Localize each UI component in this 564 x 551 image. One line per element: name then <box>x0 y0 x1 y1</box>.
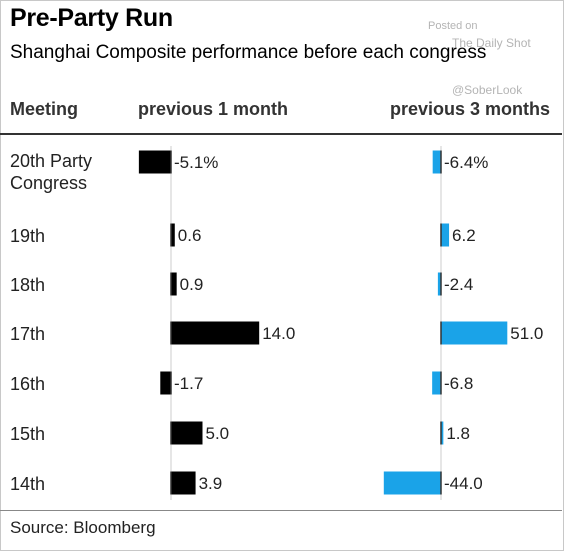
header-rule <box>0 133 562 135</box>
bar-3-months-17th <box>441 321 508 345</box>
data-label-3-months-18th: -2.4 <box>444 275 473 294</box>
data-label-3-months-17th: 51.0 <box>510 324 543 343</box>
bar-1-month-14th <box>171 471 196 495</box>
row-label-19th: 19th <box>10 226 46 246</box>
bar-3-months-16th <box>432 371 441 395</box>
watermark-handle: @SoberLook <box>452 83 523 97</box>
bar-3-months-15th <box>441 421 444 445</box>
data-label-1-month-19th: 0.6 <box>178 226 202 245</box>
bar-1-month-15th <box>171 421 203 445</box>
footer-rule <box>0 510 562 511</box>
source-note: Source: Bloomberg <box>10 518 156 537</box>
bar-1-month-19th <box>171 223 175 247</box>
row-label-14th: 14th <box>10 474 46 494</box>
data-label-3-months-14th: -44.0 <box>444 474 483 493</box>
column-header-meeting: Meeting <box>10 99 79 119</box>
data-label-1-month-17th: 14.0 <box>262 324 295 343</box>
data-label-1-month-16th: -1.7 <box>174 374 203 393</box>
column-header-previous-3-months: previous 3 months <box>389 99 550 119</box>
data-label-3-months-20th: -6.4% <box>444 153 488 172</box>
row-label-17th: 17th <box>10 324 46 344</box>
watermark-posted-on: Posted on <box>428 20 478 32</box>
bar-3-months-14th <box>383 471 441 495</box>
row-label-15th: 15th <box>10 424 46 444</box>
data-label-1-month-20th: -5.1% <box>174 153 218 172</box>
bar-1-month-17th <box>171 321 260 345</box>
watermark-site: The Daily Shot <box>452 36 531 50</box>
data-label-1-month-15th: 5.0 <box>206 424 230 443</box>
data-label-1-month-14th: 3.9 <box>199 474 223 493</box>
bar-1-month-18th <box>171 272 177 296</box>
bar-3-months-18th <box>437 272 441 296</box>
column-header-previous-1-month: previous 1 month <box>138 99 289 119</box>
chart-title: Pre-Party Run <box>10 4 173 32</box>
row-label-20th: 20th Party Congress <box>10 151 93 193</box>
chart-subtitle: Shanghai Composite performance before ea… <box>10 42 487 63</box>
data-label-3-months-16th: -6.8 <box>444 374 473 393</box>
bar-1-month-16th <box>160 371 171 395</box>
data-label-3-months-15th: 1.8 <box>446 424 470 443</box>
row-label-18th: 18th <box>10 275 46 295</box>
bar-3-months-19th <box>441 223 450 247</box>
bar-1-month-20th <box>138 150 171 174</box>
data-label-3-months-19th: 6.2 <box>452 226 476 245</box>
data-label-1-month-18th: 0.9 <box>180 275 204 294</box>
row-label-16th: 16th <box>10 374 46 394</box>
bar-3-months-20th <box>432 150 441 174</box>
